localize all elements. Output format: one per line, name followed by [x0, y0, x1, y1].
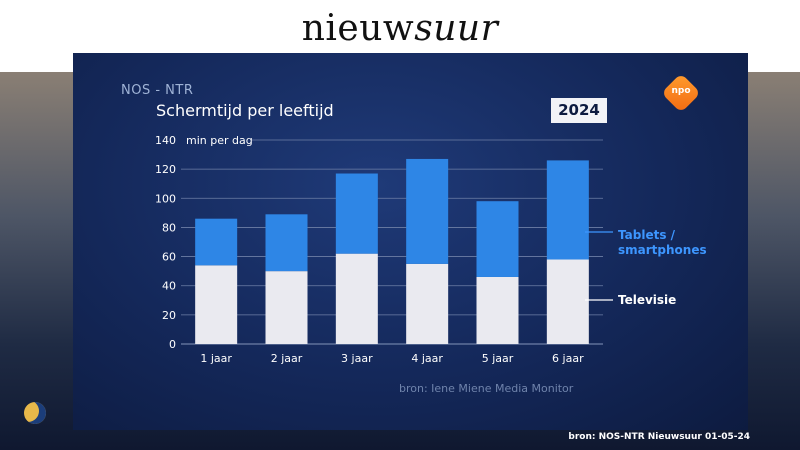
- y-tick-label: 100: [155, 192, 176, 205]
- y-tick-label: 40: [162, 280, 176, 293]
- bar-televisie: [335, 253, 378, 344]
- bar-televisie: [195, 265, 238, 344]
- bar-televisie: [406, 263, 449, 344]
- x-tick-label: 1 jaar: [200, 352, 232, 365]
- y-axis-unit-label: min per dag: [186, 134, 253, 147]
- bar-televisie: [476, 276, 519, 344]
- logo-text-italic: suur: [414, 8, 499, 49]
- x-tick-label: 2 jaar: [271, 352, 303, 365]
- y-tick-label: 20: [162, 309, 176, 322]
- legend-tablets-line2: smartphones: [618, 243, 707, 257]
- chart-title: Schermtijd per leeftijd: [156, 101, 334, 120]
- npo-logo-text: npo: [671, 86, 691, 96]
- chart-screen: NOS - NTR Schermtijd per leeftijd 2024 n…: [73, 53, 748, 430]
- legend-tablets-line1: Tablets /: [618, 228, 676, 242]
- bar-tablets-smartphones: [546, 160, 589, 260]
- y-tick-label: 80: [162, 221, 176, 234]
- bar-chart: 0 20 40 60 80 100 120 140 min per dag 1 jaar 2 jaa…: [155, 134, 707, 365]
- bar-tablets-smartphones: [265, 214, 308, 272]
- bar-televisie: [265, 271, 308, 344]
- bar-tablets-smartphones: [195, 218, 238, 266]
- nieuwsuur-logo: nieuwsuur: [0, 8, 800, 49]
- x-tick-label: 5 jaar: [482, 352, 514, 365]
- x-tick-label: 6 jaar: [552, 352, 584, 365]
- y-tick-label: 120: [155, 163, 176, 176]
- y-tick-label: 0: [169, 338, 176, 351]
- source-note: bron: Iene Miene Media Monitor: [399, 382, 574, 395]
- year-badge: 2024: [551, 98, 607, 123]
- bar-tablets-smartphones: [406, 158, 449, 264]
- moon-logo-icon: [24, 402, 46, 424]
- bar-tablets-smartphones: [476, 201, 519, 277]
- bar-televisie: [546, 259, 589, 344]
- footer-credit: bron: NOS-NTR Nieuwsuur 01-05-24: [568, 432, 750, 442]
- bar-tablets-smartphones: [335, 173, 378, 254]
- x-tick-label: 4 jaar: [411, 352, 443, 365]
- network-label: NOS - NTR: [121, 83, 194, 98]
- logo-text-plain: nieuw: [301, 8, 415, 49]
- y-tick-label: 60: [162, 251, 176, 264]
- legend-televisie: Televisie: [618, 293, 676, 307]
- x-tick-label: 3 jaar: [341, 352, 373, 365]
- y-tick-label: 140: [155, 134, 176, 147]
